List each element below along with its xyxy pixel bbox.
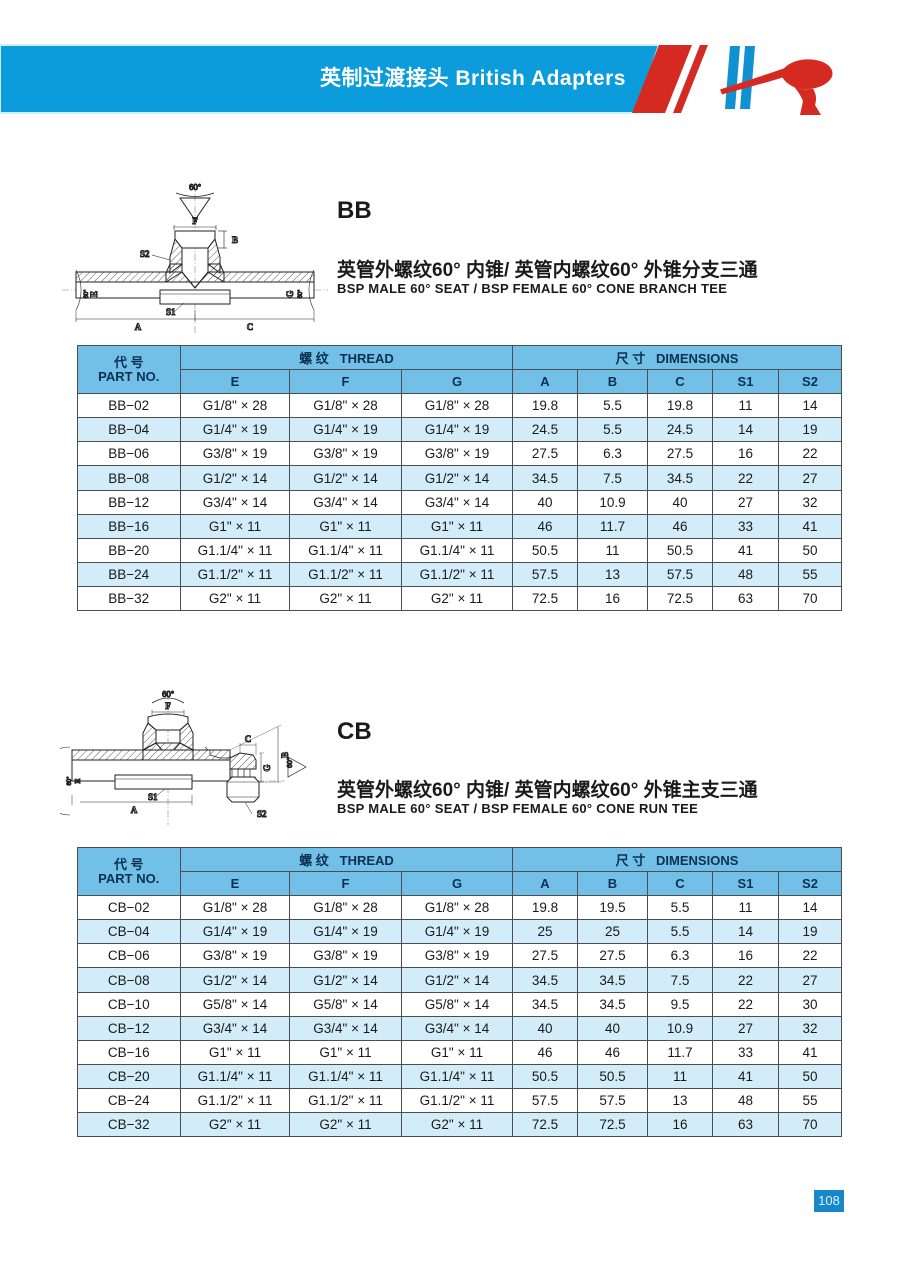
svg-text:G: G: [285, 290, 295, 297]
svg-text:B: B: [232, 235, 238, 245]
svg-text:60°: 60°: [67, 776, 73, 786]
svg-text:60°: 60°: [189, 183, 201, 192]
svg-text:S2: S2: [257, 809, 267, 819]
svg-text:C: C: [245, 734, 252, 744]
svg-text:F: F: [165, 701, 171, 711]
svg-text:F: F: [192, 216, 198, 226]
svg-text:C: C: [247, 322, 254, 332]
svg-text:S1: S1: [148, 792, 158, 802]
svg-text:S2: S2: [140, 249, 150, 259]
svg-text:60°: 60°: [298, 289, 304, 299]
svg-text:60°: 60°: [286, 757, 294, 768]
svg-text:G: G: [262, 764, 272, 771]
svg-text:S1: S1: [166, 307, 176, 317]
svg-text:E: E: [73, 778, 82, 783]
svg-text:E: E: [89, 291, 99, 297]
svg-text:A: A: [131, 805, 138, 815]
svg-text:60°: 60°: [84, 289, 90, 299]
svg-text:60°: 60°: [162, 690, 174, 699]
svg-text:A: A: [135, 322, 142, 332]
